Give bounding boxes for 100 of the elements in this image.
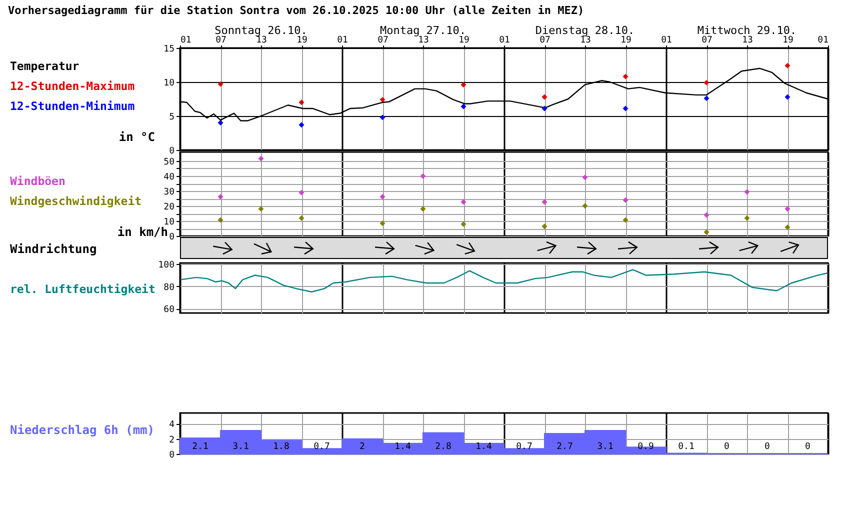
data-label: 2.7 (556, 442, 573, 452)
y-tick-label: 10 (164, 78, 174, 88)
y-tick-label: 0 (169, 232, 174, 242)
point (298, 122, 304, 128)
text: 12-Stunden-Minimum (10, 99, 135, 113)
point (542, 224, 548, 230)
point (258, 156, 264, 162)
text: Temperatur (10, 59, 80, 73)
point (704, 96, 710, 102)
point (582, 203, 588, 209)
x2-tick-label: Dienstag 28.10. (535, 24, 635, 37)
data-label: 2 (360, 442, 365, 452)
point (784, 224, 790, 230)
point (380, 96, 386, 102)
data-label: 1.4 (476, 442, 492, 452)
point (622, 106, 628, 112)
point (704, 80, 710, 86)
point (784, 94, 790, 100)
y-axis-title: in km/h (117, 225, 168, 239)
y-tick-label: 2 (169, 435, 174, 446)
data-label: 0 (805, 442, 810, 452)
y-tick-label: 100 (158, 260, 174, 271)
point (542, 106, 548, 112)
point (704, 212, 710, 218)
data-label: 0 (724, 442, 730, 452)
data-label: 2.8 (435, 442, 452, 452)
x-tick-label: 13 (742, 36, 753, 46)
point (784, 62, 790, 68)
point (460, 199, 466, 205)
x-tick-label: 13 (418, 36, 429, 46)
point (622, 74, 628, 80)
point (704, 229, 710, 235)
point (298, 215, 304, 221)
point (460, 82, 466, 88)
point (744, 189, 750, 195)
data-label: 3.1 (597, 442, 614, 452)
point (622, 217, 628, 223)
chart-title: Vorhersagediagramm für die Station Sontra vom 26.10.2025 10:00 Uhr (alle Zeiten in MEZ) (8, 4, 584, 17)
point (218, 217, 224, 223)
x-tick-label: 01 (499, 36, 510, 46)
y-axis-title: Niederschlag 6h (mm) (10, 423, 154, 437)
point (380, 194, 386, 200)
point (420, 173, 426, 179)
data-label: 1.8 (273, 442, 290, 452)
point (218, 81, 224, 87)
point (218, 194, 224, 200)
data-label: 0.1 (678, 442, 694, 452)
y-tick-label: 0 (169, 146, 174, 156)
y-tick-label: 50 (164, 158, 174, 168)
y-tick-label: 0 (169, 450, 174, 460)
y-tick-label: 15 (164, 44, 174, 54)
point (622, 197, 628, 203)
point (420, 206, 426, 212)
x-tick-label: 13 (256, 36, 267, 46)
data-label: 0 (764, 442, 770, 452)
data-label: 3.1 (232, 442, 249, 452)
y-tick-label: 5 (169, 112, 174, 122)
x-tick-label: 13 (580, 36, 591, 46)
x2-tick-label: Montag 27.10. (380, 24, 466, 37)
y-tick-label: 10 (164, 218, 174, 228)
data-label: 2.1 (192, 442, 208, 452)
x-tick-label: 01 (337, 36, 348, 46)
x-tick-label: 19 (458, 36, 470, 46)
point (542, 199, 548, 205)
text: Windgeschwindigkeit (10, 194, 142, 208)
point (744, 215, 750, 221)
x-tick-label: 19 (620, 36, 632, 46)
y-tick-label: 40 (164, 172, 174, 182)
x-tick-label: 07 (216, 36, 226, 46)
x-tick-label: 07 (378, 36, 388, 46)
x-tick-label: 07 (702, 36, 712, 46)
x-tick-label: 07 (540, 36, 550, 46)
text: rel. Luftfeuchtigkeit (10, 282, 156, 296)
point (298, 100, 304, 106)
x2-tick-label: Mittwoch 29.10. (697, 24, 797, 37)
text: Windböen (10, 174, 66, 188)
point (218, 120, 224, 126)
point (380, 220, 386, 226)
y-axis-title: in °C (118, 130, 155, 144)
point (298, 190, 304, 196)
x-tick-label: 19 (782, 36, 794, 46)
point (542, 94, 548, 100)
x-tick-label: 01 (818, 36, 828, 46)
point (784, 206, 790, 212)
y-tick-label: 80 (164, 282, 174, 293)
data-label: 1.4 (394, 442, 411, 452)
point (258, 206, 264, 212)
text: 12-Stunden-Maximum (10, 79, 135, 93)
y-tick-label: 20 (164, 202, 174, 212)
point (460, 104, 466, 110)
point (582, 174, 588, 180)
y-tick-label: 60 (164, 305, 174, 316)
x-tick-label: 01 (180, 36, 192, 46)
y-tick-label: 30 (164, 188, 174, 198)
x-tick-label: 01 (661, 36, 672, 46)
x2-tick-label: Sonntag 26.10. (214, 24, 308, 37)
point (460, 221, 466, 227)
x-tick-label: 19 (296, 36, 308, 46)
text: Windrichtung (10, 242, 97, 256)
line-series (180, 269, 829, 292)
